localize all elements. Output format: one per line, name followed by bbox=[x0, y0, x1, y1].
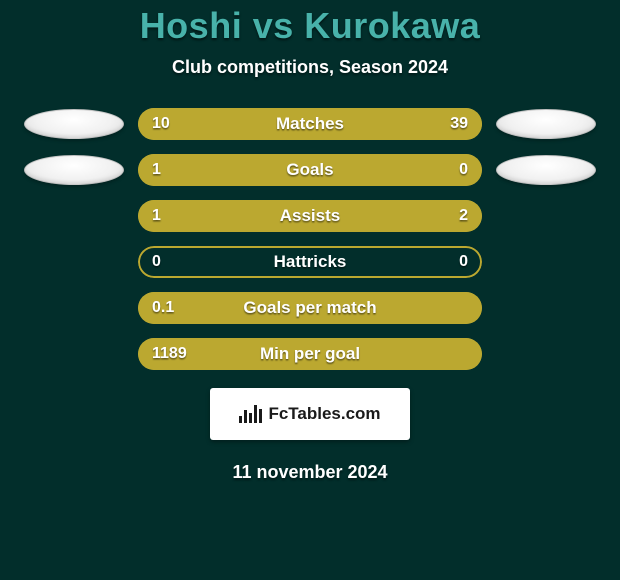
player-badge-left bbox=[24, 155, 124, 185]
page-title: Hoshi vs Kurokawa bbox=[0, 5, 620, 47]
stat-row: 0.1Goals per match bbox=[0, 292, 620, 324]
stat-label: Goals bbox=[138, 154, 482, 186]
branding-badge: FcTables.com bbox=[210, 388, 410, 440]
stat-row: 12Assists bbox=[0, 200, 620, 232]
stat-row: 10Goals bbox=[0, 154, 620, 186]
stats-container: 1039Matches 10Goals 12Assists 00Hattricks 0.… bbox=[0, 108, 620, 370]
stat-label: Hattricks bbox=[138, 246, 482, 278]
stat-bar: 00Hattricks bbox=[138, 246, 482, 278]
stat-row: 00Hattricks bbox=[0, 246, 620, 278]
stat-bar: 0.1Goals per match bbox=[138, 292, 482, 324]
stat-bar: 1039Matches bbox=[138, 108, 482, 140]
brand-logo-icon bbox=[239, 405, 262, 423]
stat-bar: 1189Min per goal bbox=[138, 338, 482, 370]
comparison-card: Hoshi vs Kurokawa Club competitions, Sea… bbox=[0, 0, 620, 580]
stat-bar: 12Assists bbox=[138, 200, 482, 232]
player-badge-left bbox=[24, 109, 124, 139]
stat-row: 1039Matches bbox=[0, 108, 620, 140]
brand-text: FcTables.com bbox=[268, 404, 380, 424]
stat-bar: 10Goals bbox=[138, 154, 482, 186]
stat-row: 1189Min per goal bbox=[0, 338, 620, 370]
date-label: 11 november 2024 bbox=[0, 462, 620, 483]
stat-label: Min per goal bbox=[138, 338, 482, 370]
player-badge-right bbox=[496, 109, 596, 139]
subtitle: Club competitions, Season 2024 bbox=[0, 57, 620, 78]
stat-label: Matches bbox=[138, 108, 482, 140]
stat-label: Assists bbox=[138, 200, 482, 232]
player-badge-right bbox=[496, 155, 596, 185]
stat-label: Goals per match bbox=[138, 292, 482, 324]
